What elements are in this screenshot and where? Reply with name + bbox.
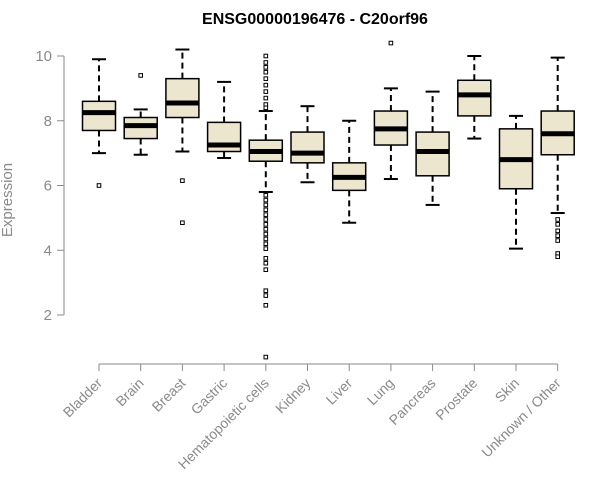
box-group bbox=[373, 40, 409, 181]
box-group bbox=[331, 119, 367, 224]
x-tick-label: Bladder bbox=[60, 375, 106, 421]
y-tick-label: 2 bbox=[44, 307, 52, 324]
outlier-point bbox=[263, 82, 269, 88]
outlier-point bbox=[263, 95, 269, 101]
x-tick-label: Breast bbox=[149, 375, 189, 415]
outlier-point bbox=[263, 256, 269, 261]
box-group bbox=[415, 90, 450, 206]
outlier-point bbox=[263, 65, 269, 70]
outlier-point bbox=[263, 105, 269, 111]
box-group bbox=[165, 48, 200, 226]
outlier-point bbox=[96, 183, 102, 188]
x-tick-label: Prostate bbox=[432, 375, 480, 423]
outlier-point bbox=[263, 354, 269, 360]
outlier-point bbox=[263, 69, 269, 75]
outlier-point bbox=[263, 288, 269, 294]
box bbox=[165, 77, 200, 119]
box bbox=[457, 79, 492, 117]
outlier-point bbox=[263, 222, 269, 227]
outlier-point bbox=[263, 76, 269, 81]
y-axis: 2 4 6 8 10 bbox=[35, 48, 65, 324]
x-tick-label: Brain bbox=[112, 375, 146, 409]
outlier-point bbox=[263, 246, 269, 251]
outlier-point bbox=[263, 53, 269, 59]
outlier-point bbox=[263, 207, 269, 213]
y-tick-label: 10 bbox=[35, 48, 52, 65]
outlier-point bbox=[263, 212, 269, 217]
outlier-point bbox=[263, 60, 269, 65]
boxes bbox=[81, 40, 575, 360]
outlier-point bbox=[263, 231, 269, 237]
outlier-point bbox=[263, 197, 269, 203]
outlier-point bbox=[555, 254, 561, 260]
x-tick-label: Unknown / Other bbox=[478, 375, 564, 461]
outlier-point bbox=[555, 217, 561, 222]
box-group bbox=[206, 80, 242, 159]
outlier-point bbox=[263, 293, 269, 298]
y-tick-label: 8 bbox=[44, 113, 52, 130]
box-group bbox=[81, 58, 117, 188]
x-tick-label: Kidney bbox=[272, 375, 314, 417]
chart-title: ENSG00000196476 - C20orf96 bbox=[202, 11, 428, 28]
box-group bbox=[540, 56, 575, 260]
box-group bbox=[290, 105, 325, 184]
box-group bbox=[248, 53, 284, 360]
outlier-point bbox=[555, 228, 561, 234]
y-tick-label: 6 bbox=[44, 178, 52, 195]
y-axis-label: Expression bbox=[0, 163, 16, 237]
outlier-point bbox=[555, 238, 561, 243]
box bbox=[81, 100, 117, 132]
outlier-point bbox=[263, 302, 269, 308]
outlier-point bbox=[555, 222, 561, 227]
x-tick-label: Skin bbox=[492, 375, 523, 406]
outlier-point bbox=[263, 267, 269, 272]
outlier-point bbox=[180, 220, 185, 226]
outlier-point bbox=[263, 89, 269, 94]
outlier-point bbox=[180, 178, 185, 183]
x-tick-label: Liver bbox=[323, 375, 356, 408]
outlier-point bbox=[263, 236, 269, 242]
outlier-point bbox=[263, 226, 269, 232]
box-group bbox=[498, 114, 534, 250]
box-group bbox=[123, 73, 158, 156]
box bbox=[290, 131, 325, 164]
outlier-point bbox=[138, 73, 143, 78]
y-tick-label: 4 bbox=[44, 242, 52, 259]
box-group bbox=[457, 55, 492, 140]
outlier-point bbox=[263, 241, 269, 247]
outlier-point bbox=[263, 202, 269, 208]
x-tick-label: Lung bbox=[364, 375, 397, 408]
outlier-point bbox=[388, 40, 394, 46]
outlier-point bbox=[555, 233, 561, 238]
outlier-point bbox=[263, 260, 269, 266]
outlier-point bbox=[263, 217, 269, 222]
outlier-point bbox=[263, 192, 269, 198]
